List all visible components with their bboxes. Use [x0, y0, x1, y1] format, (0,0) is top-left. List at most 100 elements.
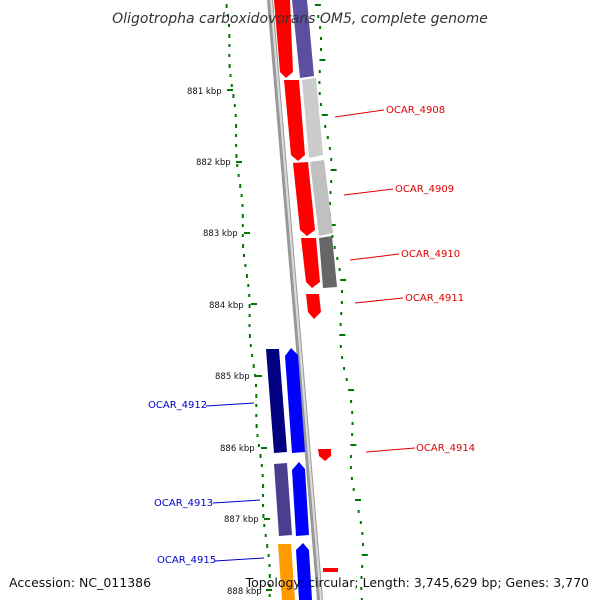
gc-dot	[241, 204, 244, 207]
gc-dot	[228, 64, 231, 68]
gc-dot	[263, 524, 266, 527]
gc-dot	[255, 394, 258, 398]
gene-label[interactable]: OCAR_4909	[395, 184, 454, 195]
gc-dot	[349, 466, 352, 469]
gene-feature	[323, 568, 338, 572]
gc-dot	[318, 81, 321, 84]
gc-dot	[232, 94, 235, 98]
topology-text: Topology: circular; Length: 3,745,629 bp…	[245, 575, 589, 590]
gc-dot	[362, 543, 364, 546]
gc-dot	[329, 202, 331, 205]
gc-dot	[228, 44, 231, 47]
gc-dot	[268, 574, 271, 578]
gene-labels: OCAR_4908 OCAR_4909 OCAR_4910 OCAR_4911 …	[148, 105, 475, 566]
gene-feature	[292, 462, 309, 536]
gc-dot	[321, 114, 328, 116]
gc-dot	[267, 554, 270, 557]
gc-dot	[352, 488, 355, 491]
gc-dot	[331, 235, 334, 238]
gc-dot	[252, 364, 255, 368]
gc-dot	[330, 169, 337, 171]
gc-dot	[245, 274, 248, 278]
gc-dot	[255, 404, 258, 407]
gc-dot	[349, 455, 352, 458]
gene-label[interactable]: OCAR_4915	[157, 555, 216, 566]
gc-dot	[239, 184, 242, 188]
gc-dot	[266, 544, 269, 548]
gc-dot	[339, 334, 346, 336]
gene-feature	[284, 80, 305, 161]
tick-label: 882 kbp	[196, 158, 231, 168]
gc-dot	[243, 254, 245, 257]
gc-dot	[237, 174, 240, 177]
tick-labels: 881 kbp 882 kbp 883 kbp 884 kbp 885 kbp …	[187, 87, 262, 597]
gc-dot	[233, 104, 236, 107]
gc-dot	[320, 48, 322, 51]
gene-feature	[296, 543, 312, 600]
gc-dot	[242, 244, 245, 248]
tick-label: 884 kbp	[209, 301, 244, 311]
gc-dot	[320, 37, 322, 40]
gc-dot	[255, 384, 257, 387]
tick-label: 881 kbp	[187, 87, 222, 97]
gc-dot	[350, 400, 353, 403]
gene-feature	[318, 449, 331, 461]
gc-dot	[230, 84, 233, 87]
gc-dot	[324, 125, 327, 128]
gc-dot	[333, 246, 336, 249]
gc-dot	[249, 344, 252, 347]
gene-feature	[278, 544, 295, 600]
gene-label[interactable]: OCAR_4912	[148, 400, 207, 411]
gc-dot	[359, 521, 362, 524]
gc-dot	[330, 158, 333, 161]
gc-dot	[225, 4, 228, 8]
gc-dot	[360, 576, 363, 579]
gene-label[interactable]: OCAR_4911	[405, 293, 464, 304]
tick-label: 887 kbp	[224, 515, 259, 525]
tick-label: 883 kbp	[203, 229, 238, 239]
gc-dot	[248, 324, 251, 327]
gc-dot	[328, 147, 331, 150]
gc-dot	[339, 345, 342, 348]
gene-label[interactable]: OCAR_4908	[386, 105, 445, 116]
gene-track-outer	[292, 0, 337, 288]
genome-backbone	[267, 0, 323, 600]
gene-label[interactable]: OCAR_4910	[401, 249, 460, 260]
gc-dot	[317, 15, 320, 18]
gc-dot	[248, 334, 251, 338]
gc-dot	[255, 424, 258, 428]
gc-dot	[350, 477, 353, 480]
gc-dot	[341, 290, 343, 293]
gc-dot	[240, 194, 243, 197]
gc-dot	[339, 323, 342, 326]
gc-dot	[251, 354, 254, 357]
gc-dot	[336, 257, 339, 260]
gc-dot	[235, 134, 238, 137]
gc-dot	[256, 434, 259, 437]
gc-dot	[351, 422, 354, 425]
gc-dot	[319, 103, 322, 106]
gc-dot	[261, 474, 264, 477]
gc-dot	[345, 378, 348, 381]
gc-dot	[255, 414, 258, 417]
gc-dot	[248, 314, 251, 317]
gc-dot	[228, 24, 230, 27]
gc-dot	[355, 499, 361, 501]
gene-feature	[293, 162, 315, 236]
gc-dot	[360, 598, 363, 600]
gc-dot	[318, 70, 321, 73]
gc-dot	[361, 532, 364, 535]
gc-dot	[254, 374, 257, 377]
gc-dot	[268, 564, 271, 567]
gene-label[interactable]: OCAR_4913	[154, 498, 213, 509]
gc-dot	[330, 180, 333, 183]
accession-text: Accession: NC_011386	[9, 575, 151, 590]
gene-feature	[274, 0, 293, 78]
gene-label[interactable]: OCAR_4914	[416, 443, 475, 454]
gc-dot	[348, 389, 355, 391]
gc-dot	[244, 264, 247, 267]
gc-dot	[234, 114, 237, 117]
gc-dot	[314, 4, 321, 6]
gene-feature	[310, 160, 333, 236]
gc-dot	[340, 312, 343, 315]
